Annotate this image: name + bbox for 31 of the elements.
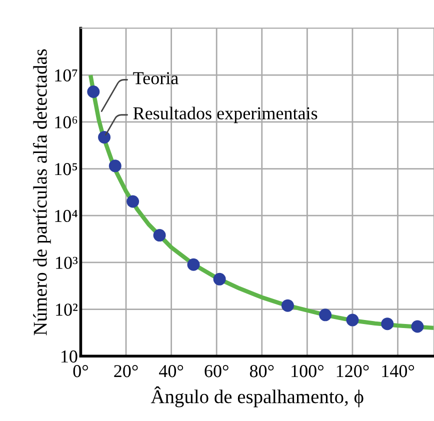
point: [98, 131, 111, 144]
x-tick-label: 20°: [114, 365, 138, 378]
x-axis-title: Ângulo de espalhamento, ϕ: [150, 386, 364, 408]
point: [213, 272, 226, 286]
y-tick-label: 10⁶: [55, 116, 78, 128]
y-tick-label: 10⁵: [55, 163, 78, 176]
x-tick-label: 80°: [250, 365, 274, 378]
y-tick-label: 10⁴: [55, 210, 78, 222]
x-tick-label: 120°: [336, 365, 369, 378]
x-tick-label: 60°: [204, 365, 228, 378]
y-tick-label: 10²: [56, 304, 78, 316]
point: [126, 195, 140, 208]
point: [187, 258, 200, 271]
point: [87, 86, 100, 98]
y-tick-label: 10⁷: [55, 69, 78, 82]
point: [319, 308, 332, 322]
point: [411, 320, 424, 333]
annotation: Teoria: [133, 72, 178, 84]
x-tick-label: 100°: [292, 365, 324, 378]
point: [153, 229, 166, 242]
point: [108, 160, 122, 172]
x-tick-label: 140°: [382, 365, 414, 378]
y-axis-title: Número de partículas alfa detectadas: [32, 49, 51, 336]
y-tick-label: 10³: [56, 256, 78, 269]
point: [381, 318, 394, 330]
annotation: Resultados experimentais: [133, 106, 318, 124]
x-tick-label: 40°: [159, 365, 184, 378]
x-tick-label: 0°: [73, 365, 88, 378]
point: [346, 314, 359, 326]
y-tick-label: 10: [61, 350, 78, 363]
point: [281, 299, 294, 312]
